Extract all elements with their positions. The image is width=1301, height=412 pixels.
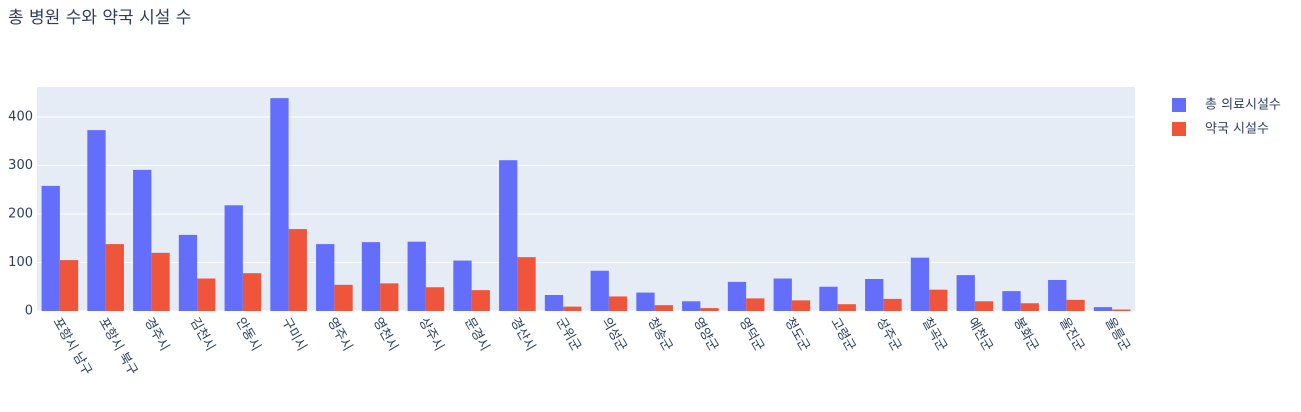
x-tick-label: 영양군 — [690, 315, 721, 354]
y-tick-label: 300 — [8, 158, 33, 173]
bar — [41, 185, 60, 311]
x-tick-label: 영주시 — [324, 315, 355, 354]
bar — [563, 306, 582, 311]
bar — [1002, 291, 1021, 311]
bar — [380, 283, 399, 311]
bar — [865, 279, 884, 311]
bar — [59, 260, 79, 311]
bar — [636, 292, 655, 311]
x-tick-label: 문경시 — [461, 315, 492, 354]
x-tick-label: 성주군 — [873, 315, 904, 354]
x-tick-label: 경산시 — [507, 315, 538, 354]
bar — [288, 229, 307, 311]
legend-label: 총 의료시설수 — [1205, 98, 1281, 113]
x-tick-label: 영덕군 — [736, 315, 767, 354]
bar — [608, 296, 628, 311]
x-tick-label: 상주시 — [415, 315, 446, 354]
bar — [334, 284, 353, 311]
x-tick-label: 김천시 — [187, 315, 218, 354]
bar — [178, 234, 198, 311]
bar — [682, 301, 701, 311]
chart-title: 총 병원 수와 약국 시설 수 — [8, 8, 191, 28]
y-tick-label: 0 — [25, 304, 33, 319]
bar — [517, 257, 536, 311]
x-tick-label: 군위군 — [553, 315, 584, 354]
x-tick-label: 안동시 — [232, 315, 263, 354]
x-tick-label: 경주시 — [141, 315, 172, 354]
x-tick-label: 구미시 — [278, 315, 309, 354]
bar — [700, 308, 719, 311]
x-tick-label: 봉화군 — [1010, 315, 1041, 354]
bar — [1020, 303, 1039, 311]
x-tick-label: 울진군 — [1056, 315, 1087, 354]
y-tick-label: 400 — [8, 110, 33, 125]
bar — [270, 98, 289, 311]
bar — [837, 304, 856, 311]
x-tick-label: 청도군 — [781, 315, 812, 354]
bar — [453, 260, 472, 311]
bar — [471, 290, 490, 311]
x-tick-label: 고령군 — [827, 315, 858, 354]
y-tick-label: 200 — [8, 207, 33, 222]
bar — [544, 295, 564, 311]
legend-swatch — [1172, 122, 1186, 136]
bar — [1093, 307, 1113, 311]
bar — [590, 270, 609, 311]
x-tick-label: 의성군 — [598, 315, 629, 354]
bar — [242, 273, 262, 311]
x-tick-label: 울릉군 — [1102, 315, 1133, 354]
y-tick-label: 100 — [8, 255, 33, 270]
legend-label: 약국 시설수 — [1205, 122, 1269, 137]
bar — [883, 298, 902, 311]
bar — [407, 241, 426, 311]
plot-area — [37, 87, 1135, 311]
bar — [1112, 309, 1131, 311]
x-tick-label: 영천시 — [370, 315, 401, 354]
bar — [361, 242, 381, 311]
x-tick-label: 칠곡군 — [919, 315, 950, 354]
bar — [974, 301, 994, 311]
bar — [929, 289, 948, 311]
bar — [1048, 279, 1067, 311]
x-tick-label: 예천군 — [964, 315, 995, 354]
bar — [151, 252, 170, 311]
bar — [499, 160, 518, 311]
bar — [316, 244, 335, 311]
legend-swatch — [1172, 98, 1186, 112]
bar — [746, 298, 765, 311]
bar — [773, 278, 792, 311]
bar — [791, 300, 811, 311]
bar — [1066, 299, 1085, 311]
bar — [727, 281, 747, 311]
bar — [105, 244, 124, 311]
bar — [425, 287, 445, 311]
bar — [910, 257, 930, 311]
bar — [224, 205, 243, 311]
bar — [133, 169, 152, 311]
x-tick-label: 포항시 남구 — [49, 315, 94, 378]
bar — [654, 305, 673, 311]
bar — [197, 278, 216, 311]
x-tick-label: 포항시 북구 — [95, 315, 140, 378]
bar — [956, 275, 975, 311]
bar — [87, 130, 106, 311]
bar — [819, 286, 838, 311]
x-tick-label: 청송군 — [644, 315, 675, 354]
